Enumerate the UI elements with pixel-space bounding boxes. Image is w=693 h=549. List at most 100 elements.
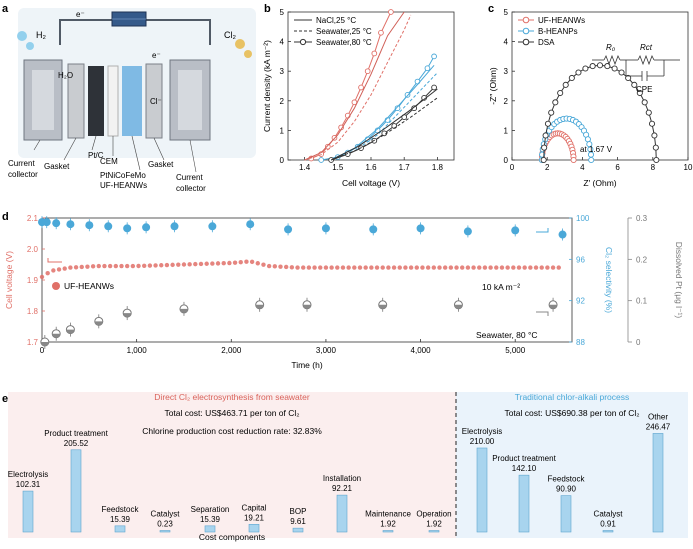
y-tick-label-c: 0: [504, 156, 509, 165]
leader-line: [33, 139, 41, 151]
x-tick-label-d: 5,000: [505, 346, 526, 355]
selectivity-point: [246, 220, 255, 229]
rct-label: Rct: [640, 43, 653, 52]
pt-point-fill: [303, 304, 311, 309]
voltage-point: [210, 261, 215, 266]
y-tick-label-c: 1: [504, 126, 509, 135]
left-reduction-note: Chlorine production cost reduction rate:…: [142, 426, 322, 436]
plot-frame-d: [41, 217, 573, 343]
leader-line: [131, 135, 141, 171]
voltage-point: [420, 265, 425, 270]
y-axis-label-c: -Z″ (Ohm): [488, 67, 498, 105]
voltage-point: [181, 262, 187, 267]
voltage-point: [528, 265, 533, 270]
ptc-electrode: [88, 66, 104, 136]
data-point-b: [424, 65, 431, 72]
data-point-c: [568, 74, 575, 82]
flow-field-right: [178, 70, 202, 130]
data-point-c: [557, 89, 564, 97]
x-tick-label-c: 4: [580, 163, 585, 172]
x-tick-label-d: 3,000: [316, 346, 337, 355]
label-line: UF-HEANWs: [100, 181, 147, 190]
selectivity-point: [284, 225, 293, 234]
h2-label: H₂: [36, 30, 46, 40]
y-tick-label-b: 5: [280, 8, 285, 17]
data-point-c: [570, 156, 577, 164]
y-tick-label-c: 3: [504, 67, 509, 76]
x-tick-label-c: 0: [510, 163, 515, 172]
voltage-point: [306, 265, 312, 270]
selectivity-point: [52, 219, 61, 228]
pt-point-fill: [179, 308, 188, 313]
voltage-point: [318, 265, 323, 270]
chlor-alkali-category-label: Electrolysis: [462, 427, 502, 436]
y-tick-label-b: 2: [280, 97, 285, 106]
label-line: Current: [176, 173, 203, 182]
y-axis-label-right1-d: Cl₂ selectivity (%): [604, 247, 614, 313]
seawater-category-label: Product treatment: [44, 429, 108, 438]
data-point-c: [653, 156, 660, 164]
right-axis-arrow: [536, 228, 549, 233]
selectivity-point: [170, 222, 179, 231]
voltage-point: [85, 264, 90, 269]
label-line: Current: [8, 159, 35, 168]
voltage-point: [124, 263, 130, 269]
leader-line: [153, 137, 165, 161]
r0-label: R₀: [606, 43, 616, 52]
chlor-alkali-value-label: 90.90: [556, 485, 577, 494]
axes-c: 0 2 4 6 8 10 0 1 2 3 4 5: [504, 8, 693, 172]
voltage-point: [340, 265, 346, 270]
selectivity-point: [416, 224, 425, 233]
legend-label: Seawater,80 °C: [316, 38, 372, 47]
voltage-point: [477, 265, 482, 270]
seawater-bar: [114, 525, 126, 533]
data-point-c: [582, 65, 589, 72]
voltage-point: [204, 261, 209, 266]
x-tick-label-b: 1.5: [332, 163, 344, 172]
legend-label: Seawater,25 °C: [316, 27, 372, 36]
leader-line: [63, 137, 77, 161]
y-tick-label-c: 2: [504, 97, 509, 106]
condition-annotation: Seawater, 80 °C: [476, 330, 538, 340]
selectivity-point: [321, 224, 330, 233]
legend-b: NaCl,25 °C Seawater,25 °C Seawater,80 °C: [294, 16, 372, 47]
data-point-b: [388, 9, 394, 15]
y-tick-label-right1-d: 100: [576, 214, 590, 223]
voltage-point: [227, 260, 232, 266]
x-tick-label-d: 4,000: [411, 346, 432, 355]
legend-swatch-circle: [522, 27, 530, 35]
x-tick-label-b: 1.6: [365, 163, 377, 172]
voltage-point: [159, 263, 164, 268]
y-tick-label-left-d: 1.7: [27, 338, 39, 347]
seawater-value-label: 205.52: [64, 439, 89, 448]
y-tick-label-b: 4: [280, 38, 285, 47]
voltage-point: [437, 265, 442, 270]
cl2-label: Cl₂: [224, 30, 236, 40]
left-axis-arrow: [47, 258, 62, 263]
x-tick-label-b: 1.7: [399, 163, 411, 172]
voltage-point: [255, 261, 260, 266]
selectivity-point: [558, 230, 567, 239]
data-point-c: [651, 132, 658, 139]
panel-letter-a: a: [2, 3, 9, 15]
chlor-alkali-bar: [476, 447, 488, 533]
voltage-point: [266, 263, 272, 269]
flow-field-left: [32, 70, 54, 130]
cem-membrane: [107, 65, 119, 137]
series-label-d: UF-HEANWs: [64, 281, 114, 291]
voltage-point: [545, 265, 550, 270]
data-point-c: [645, 109, 652, 116]
voltage-point: [488, 265, 493, 270]
seawater-category-label: Separation: [191, 505, 230, 514]
voltage-point: [261, 262, 266, 267]
voltage-point: [238, 259, 243, 265]
voltage-point: [90, 264, 96, 269]
pt-point-fill: [454, 304, 463, 309]
y-tick-label-right2-d: 0.2: [636, 255, 648, 264]
panel-letter-d: d: [2, 211, 9, 223]
chlor-alkali-category-label: Other: [648, 412, 668, 421]
voltage-point: [51, 268, 56, 273]
voltage-point: [482, 265, 488, 270]
x-tick-label-c: 8: [651, 163, 656, 172]
legend-label: UF-HEANWs: [538, 16, 585, 25]
